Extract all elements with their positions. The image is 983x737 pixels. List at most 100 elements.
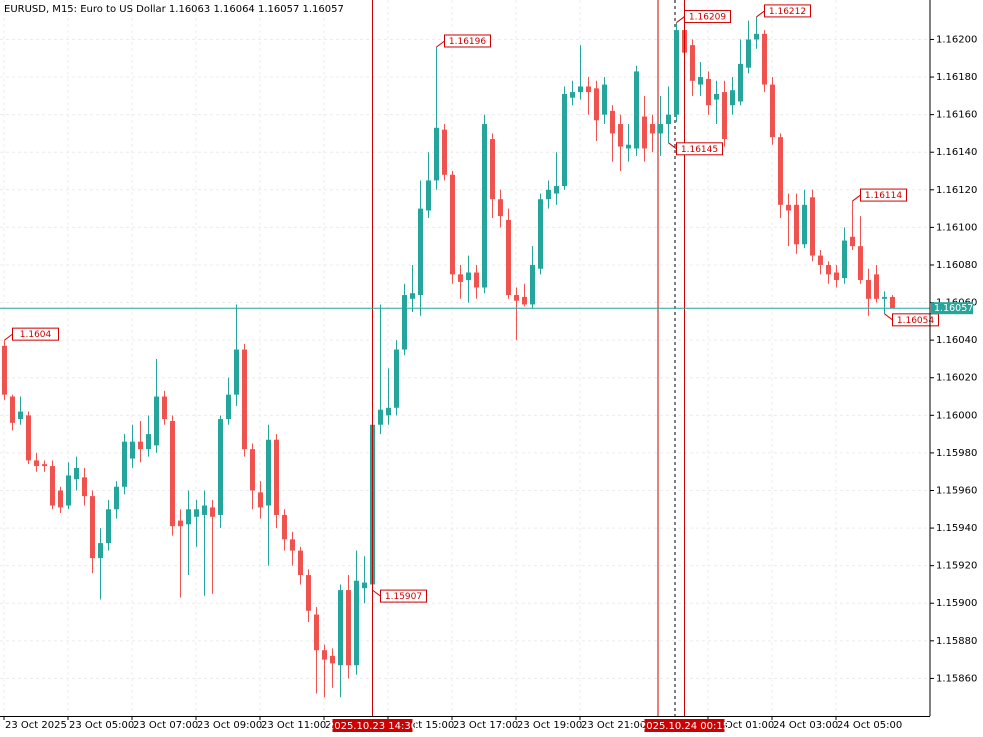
price-label-box bbox=[860, 188, 907, 202]
x-tick-label: 23 Oct 09:00 bbox=[197, 720, 262, 731]
candle-body bbox=[762, 33, 767, 85]
label-connector bbox=[676, 16, 685, 23]
price-label: 1.16145 bbox=[681, 145, 718, 155]
candle-body bbox=[114, 486, 119, 510]
candle-body bbox=[362, 582, 367, 589]
candle-body bbox=[322, 650, 327, 660]
candle-body bbox=[466, 272, 471, 281]
candle-body bbox=[858, 246, 863, 281]
time-tag-bg bbox=[332, 719, 413, 732]
candle-body bbox=[562, 93, 567, 187]
price-label: 1.16209 bbox=[689, 13, 726, 23]
candle-body bbox=[570, 92, 575, 98]
candle-body bbox=[666, 114, 671, 125]
y-tick-label: 1.15960 bbox=[936, 485, 977, 496]
candle-body bbox=[498, 199, 503, 217]
price-label-box bbox=[684, 10, 731, 24]
candle-body bbox=[138, 441, 143, 450]
candle-body bbox=[474, 272, 479, 288]
candle-body bbox=[402, 295, 407, 350]
y-tick-label: 1.16040 bbox=[936, 335, 977, 346]
candle-body bbox=[818, 255, 823, 265]
x-tick-label: 23 Oct 17:00 bbox=[453, 720, 518, 731]
price-label: 1.16054 bbox=[897, 316, 934, 326]
y-tick-label: 1.16120 bbox=[936, 185, 977, 196]
y-tick-label: 1.16080 bbox=[936, 260, 977, 271]
candle-body bbox=[122, 441, 127, 487]
candle-body bbox=[578, 86, 583, 93]
candle-body bbox=[530, 264, 535, 305]
candle-body bbox=[586, 86, 591, 93]
candle-body bbox=[18, 411, 23, 420]
candle-body bbox=[602, 84, 607, 115]
candle-body bbox=[106, 509, 111, 544]
price-label: 1.16196 bbox=[449, 37, 486, 47]
candle-body bbox=[722, 92, 727, 140]
price-label-box bbox=[764, 4, 811, 18]
y-tick-label: 1.15900 bbox=[936, 598, 977, 609]
y-tick-label: 1.16180 bbox=[936, 72, 977, 83]
price-label-box bbox=[892, 313, 939, 327]
candle-body bbox=[714, 93, 719, 100]
label-connector bbox=[756, 10, 765, 18]
candle-body bbox=[154, 396, 159, 446]
candle-body bbox=[778, 137, 783, 205]
candle-body bbox=[266, 439, 271, 506]
candle-body bbox=[354, 580, 359, 666]
candle-body bbox=[458, 274, 463, 282]
x-tick-label: 23 Oct 2025 bbox=[5, 720, 67, 731]
candle-body bbox=[306, 575, 311, 611]
candle-body bbox=[794, 204, 799, 245]
candle-body bbox=[826, 264, 831, 275]
chart-title: EURUSD, M15: Euro to US Dollar 1.16063 1… bbox=[4, 4, 344, 15]
candle-body bbox=[634, 71, 639, 149]
candle-body bbox=[298, 550, 303, 576]
candle-body bbox=[506, 219, 511, 296]
y-tick-label: 1.16140 bbox=[936, 147, 977, 158]
price-label: 1.1604 bbox=[20, 330, 52, 340]
y-tick-label: 1.15980 bbox=[936, 448, 977, 459]
candle-body bbox=[554, 186, 559, 194]
time-tag: 2025.10.24 00:15 bbox=[640, 721, 729, 732]
current-price-label: 1.16057 bbox=[934, 303, 973, 314]
candle-body bbox=[890, 296, 895, 309]
y-tick-label: 1.16000 bbox=[936, 410, 977, 421]
candle-body bbox=[442, 129, 447, 175]
candle-body bbox=[258, 492, 263, 508]
candle-body bbox=[850, 236, 855, 247]
candle-body bbox=[42, 464, 47, 467]
candle-body bbox=[290, 539, 295, 551]
price-label: 1.16114 bbox=[865, 191, 902, 201]
candle-body bbox=[514, 295, 519, 301]
label-connector bbox=[668, 142, 677, 150]
candle-body bbox=[234, 349, 239, 395]
price-label-box bbox=[444, 34, 491, 48]
y-tick-label: 1.16200 bbox=[936, 34, 977, 45]
price-label-box bbox=[676, 142, 723, 156]
candle-body bbox=[706, 78, 711, 106]
candle-body bbox=[434, 127, 439, 181]
candle-body bbox=[546, 189, 551, 200]
candle-body bbox=[250, 449, 255, 491]
y-tick-label: 1.16160 bbox=[936, 110, 977, 121]
candle-body bbox=[450, 174, 455, 275]
x-tick-label: 23 Oct 21:00 bbox=[581, 720, 646, 731]
x-tick-label: 24 Oct 01:00 bbox=[709, 720, 774, 731]
candle-body bbox=[690, 45, 695, 81]
candle-body bbox=[754, 33, 759, 40]
label-connector bbox=[4, 333, 13, 341]
candle-body bbox=[74, 467, 79, 480]
time-tag: 2025.10.23 14:30 bbox=[328, 721, 417, 732]
candle-body bbox=[170, 420, 175, 527]
x-tick-label: 23 Oct 07:00 bbox=[133, 720, 198, 731]
candle-body bbox=[330, 655, 335, 664]
candle-body bbox=[538, 199, 543, 269]
candle-body bbox=[418, 208, 423, 296]
y-tick-label: 1.16100 bbox=[936, 222, 977, 233]
price-label: 1.15907 bbox=[385, 592, 422, 602]
label-connector bbox=[436, 40, 445, 48]
candle-body bbox=[66, 475, 71, 506]
candle-body bbox=[642, 116, 647, 149]
candle-body bbox=[730, 90, 735, 106]
